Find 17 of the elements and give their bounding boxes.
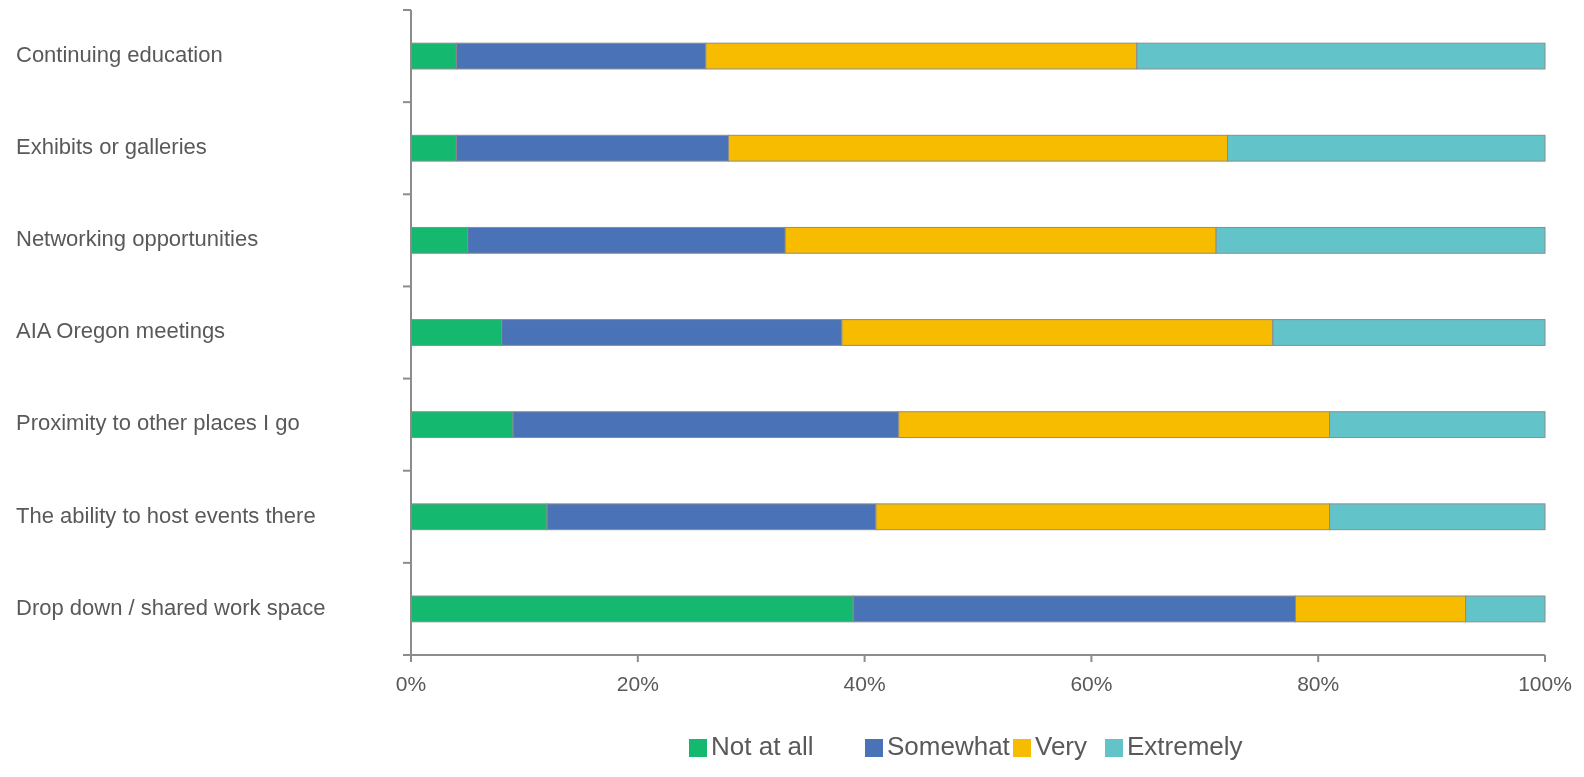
x-tick-label: 40% [843,672,886,695]
y-tick-label: Drop down / shared work space [16,594,326,620]
x-tick-label: 20% [616,672,659,695]
y-tick-label: AIA Oregon meetings [16,318,226,344]
y-tick-label: Exhibits or galleries [16,134,207,160]
legend-label: Extremely [1127,731,1243,761]
y-tick-label: The ability to host events there [16,502,316,528]
x-tick-label: 0% [395,672,427,695]
x-tick-label: 100% [1518,672,1572,695]
y-tick-label: Networking opportunities [16,226,259,252]
legend-label: Somewhat [887,731,1011,761]
x-tick-label: 80% [1297,672,1340,695]
y-tick-label: Continuing education [16,41,223,67]
legend-label: Not at all [711,731,814,761]
x-tick-label: 60% [1070,672,1113,695]
legend-label: Very [1035,731,1088,761]
y-tick-label: Proximity to other places I go [16,410,300,436]
